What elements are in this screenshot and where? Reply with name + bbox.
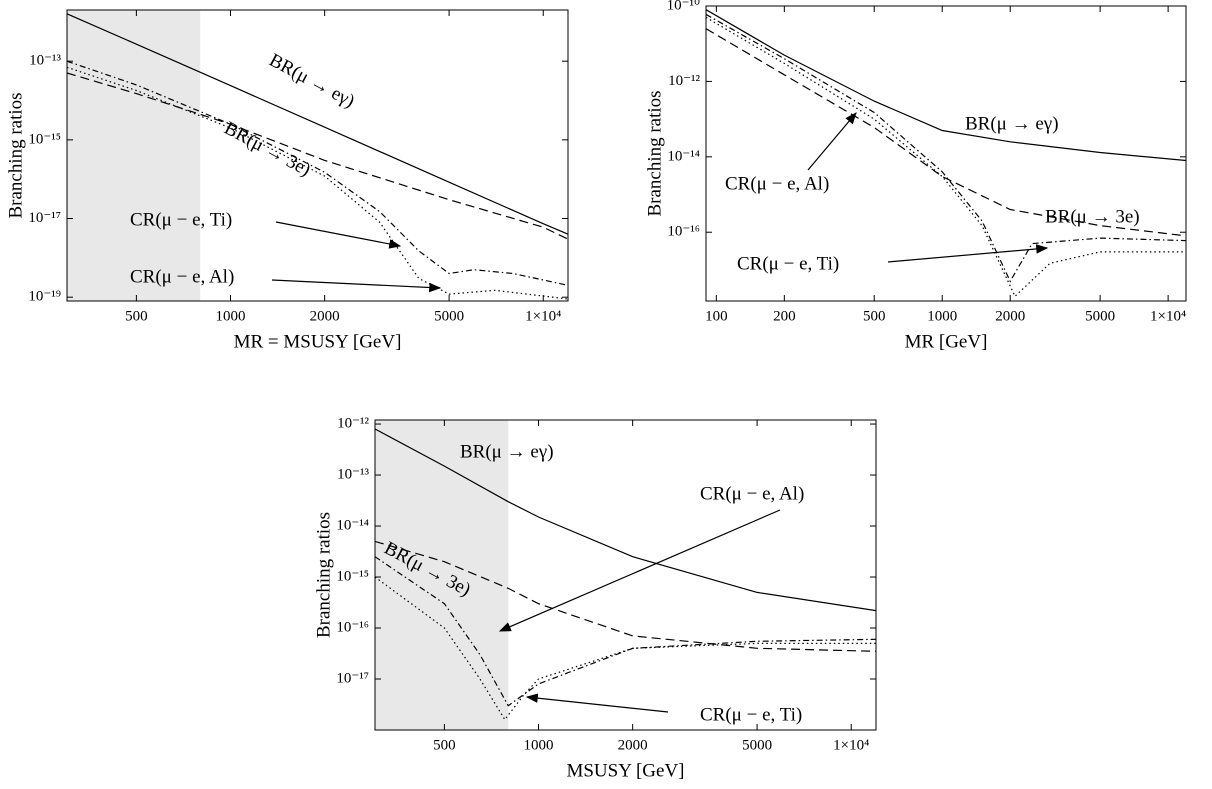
- x-tick-label: 5000: [1085, 308, 1115, 324]
- series-label: BR(μ → eγ): [965, 113, 1059, 134]
- chart: 100 200 500 1000 2000 5000 1×10⁴ 10⁻¹⁶ 10⁻¹⁴ 10⁻¹…: [644, 0, 1187, 352]
- series-line: [67, 13, 568, 235]
- series-line: [67, 66, 568, 300]
- shaded-region: [67, 10, 201, 301]
- x-tick-label: 500: [125, 308, 148, 324]
- y-tick-label: 10⁻¹⁷: [28, 210, 61, 226]
- x-tick-label: 100: [705, 308, 728, 324]
- chart: 500 1000 2000 5000 1×10⁴ 10⁻¹⁹ 10⁻¹⁷ 10⁻¹⁵ 10⁻¹³…: [5, 9, 569, 352]
- y-tick-label: 10⁻¹²: [337, 415, 369, 431]
- annotation-arrow: [807, 112, 857, 171]
- x-tick-label: 1000: [524, 737, 554, 753]
- x-tick-label: 5000: [434, 308, 464, 324]
- y-tick-label: 10⁻¹⁶: [336, 619, 369, 635]
- series-line: [67, 72, 568, 240]
- x-tick-label: 2000: [995, 308, 1025, 324]
- series-line: [375, 428, 876, 612]
- x-tick-label: 2000: [618, 737, 648, 753]
- series-label: CR(μ − e, Al): [130, 266, 234, 287]
- series-line: [706, 28, 1186, 237]
- series-label: BR(μ → 3e): [1045, 206, 1140, 227]
- series-line: [706, 13, 1186, 283]
- shaded-region: [375, 420, 509, 730]
- series-label: BR(μ → eγ): [266, 50, 358, 112]
- x-axis-label: MSUSY [GeV]: [566, 760, 684, 781]
- y-tick-label: 10⁻¹⁴: [667, 148, 700, 164]
- series-label: CR(μ − e, Al): [700, 483, 804, 504]
- series-label: CR(μ − e, Ti): [130, 209, 232, 230]
- annotation-arrow: [498, 509, 781, 632]
- series-line: [706, 9, 1186, 162]
- x-tick-label: 1×10⁴: [833, 737, 869, 753]
- series-label: CR(μ − e, Al): [725, 173, 829, 194]
- y-tick-label: 10⁻¹³: [337, 466, 369, 482]
- y-axis-label: Branching ratios: [5, 92, 26, 218]
- series-label: BR(μ → 3e): [221, 118, 314, 181]
- plot-frame: [66, 9, 569, 302]
- y-axis-label: Branching ratios: [644, 90, 665, 216]
- series-label: CR(μ − e, Ti): [737, 253, 839, 274]
- annotation-arrow: [275, 221, 402, 249]
- series-label: BR(μ → eγ): [460, 441, 554, 462]
- x-tick-label: 1000: [216, 308, 246, 324]
- y-tick-label: 10⁻¹²: [668, 73, 700, 89]
- y-tick-label: 10⁻¹⁷: [336, 670, 369, 686]
- series-line: [375, 556, 876, 707]
- annotation-arrow: [887, 244, 1049, 263]
- x-axis-label: MR [GeV]: [905, 331, 988, 352]
- y-axis-label: Branching ratios: [313, 512, 334, 638]
- series-line: [706, 16, 1186, 298]
- y-tick-label: 10⁻¹³: [29, 53, 61, 69]
- x-tick-label: 200: [773, 308, 796, 324]
- annotation-arrow: [271, 279, 442, 293]
- y-tick-label: 10⁻¹⁵: [28, 131, 61, 147]
- x-tick-label: 500: [863, 308, 886, 324]
- x-tick-label: 1×10⁴: [1150, 308, 1186, 324]
- series-label: CR(μ − e, Ti): [700, 704, 802, 725]
- plot-frame: [374, 419, 877, 731]
- x-axis-label: MR = MSUSY [GeV]: [234, 331, 402, 352]
- x-tick-label: 1000: [927, 308, 957, 324]
- chart: 500 1000 2000 5000 1×10⁴ 10⁻¹⁷ 10⁻¹⁶ 10⁻¹⁵ 10⁻¹⁴…: [313, 415, 877, 781]
- y-tick-label: 10⁻¹⁶: [667, 224, 700, 240]
- annotation-arrow: [525, 693, 669, 713]
- y-tick-label: 10⁻¹⁹: [28, 289, 61, 305]
- y-tick-label: 10⁻¹⁵: [336, 568, 369, 584]
- series-line: [375, 540, 876, 652]
- x-tick-label: 5000: [742, 737, 772, 753]
- x-tick-label: 500: [433, 737, 456, 753]
- plot-frame: [705, 5, 1187, 302]
- series-line: [67, 60, 568, 286]
- y-tick-label: 10⁻¹⁰: [667, 0, 700, 13]
- x-tick-label: 1×10⁴: [525, 308, 561, 324]
- x-tick-label: 2000: [310, 308, 340, 324]
- y-tick-label: 10⁻¹⁴: [336, 517, 369, 533]
